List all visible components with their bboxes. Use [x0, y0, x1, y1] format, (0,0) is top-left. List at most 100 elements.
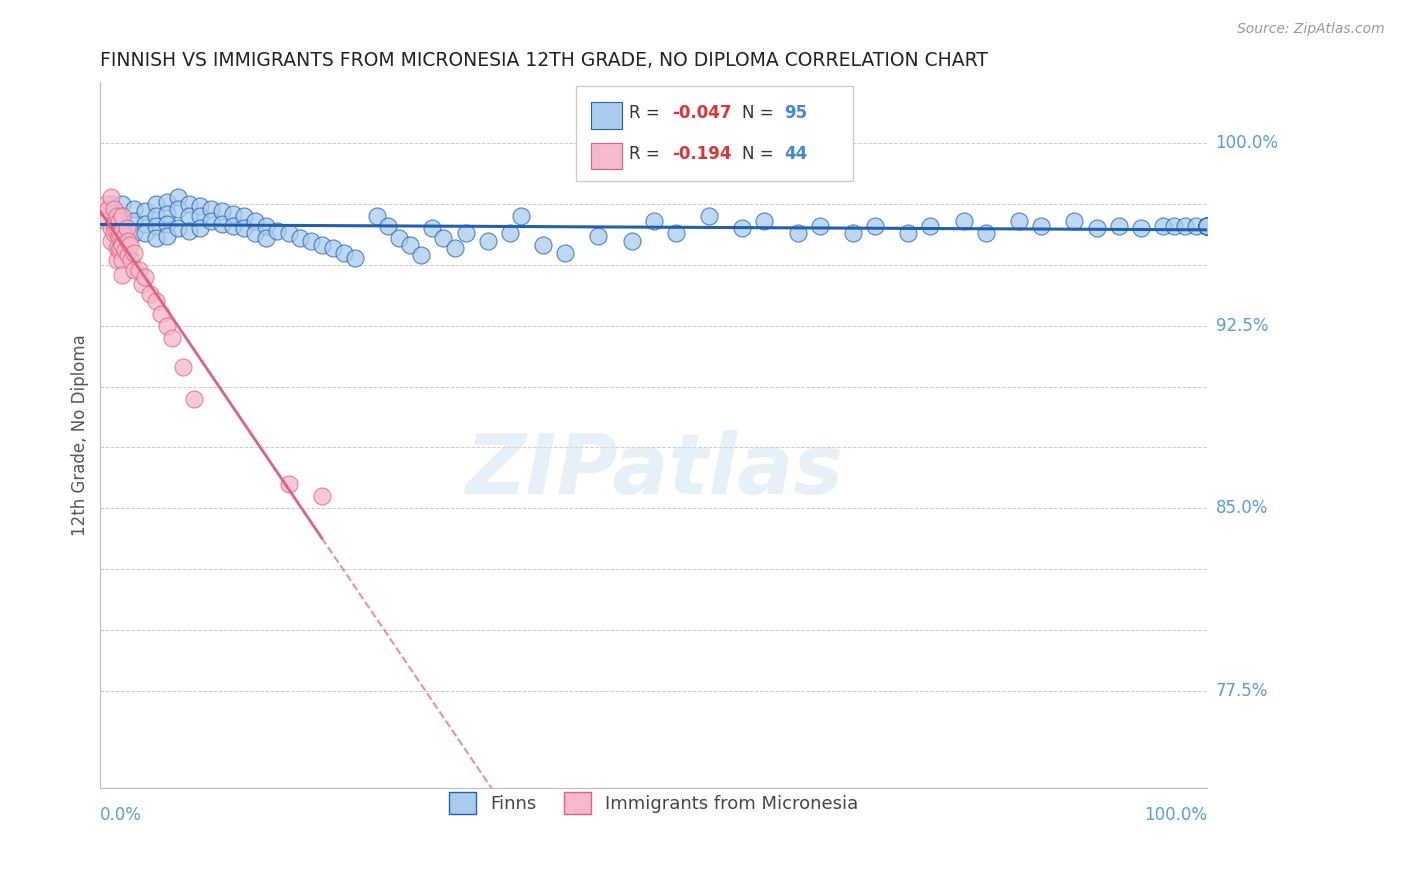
FancyBboxPatch shape — [576, 86, 853, 181]
Point — [266, 224, 288, 238]
Text: 92.5%: 92.5% — [1216, 317, 1268, 334]
Point — [1197, 219, 1219, 233]
Point — [97, 202, 120, 216]
Point — [808, 219, 831, 233]
Point — [311, 489, 333, 503]
Point — [222, 219, 245, 233]
Point — [920, 219, 942, 233]
Point — [588, 228, 610, 243]
Y-axis label: 12th Grade, No Diploma: 12th Grade, No Diploma — [72, 334, 89, 536]
Point — [620, 234, 643, 248]
Point — [120, 253, 142, 268]
Point — [134, 217, 156, 231]
Point — [211, 204, 233, 219]
Point — [697, 209, 720, 223]
Point — [115, 221, 138, 235]
Point — [94, 197, 117, 211]
Point — [952, 214, 974, 228]
Legend: Finns, Immigrants from Micronesia: Finns, Immigrants from Micronesia — [441, 785, 866, 822]
Point — [103, 202, 125, 216]
Point — [100, 190, 122, 204]
Text: 85.0%: 85.0% — [1216, 500, 1268, 517]
Point — [531, 238, 554, 252]
Point — [1197, 219, 1219, 233]
Point — [233, 221, 256, 235]
Point — [211, 217, 233, 231]
Point — [103, 227, 125, 241]
Point — [177, 197, 200, 211]
Point — [166, 221, 188, 235]
Point — [422, 221, 444, 235]
Point — [288, 231, 311, 245]
Point — [150, 307, 173, 321]
Point — [863, 219, 886, 233]
Point — [122, 262, 145, 277]
Point — [1197, 219, 1219, 233]
Point — [105, 227, 128, 241]
Text: ZIPatlas: ZIPatlas — [465, 430, 842, 511]
Point — [477, 234, 499, 248]
Text: N =: N = — [742, 104, 779, 122]
FancyBboxPatch shape — [591, 143, 621, 169]
Text: 100.0%: 100.0% — [1216, 134, 1278, 153]
Point — [122, 227, 145, 241]
Point — [117, 248, 139, 262]
Point — [156, 318, 179, 333]
Point — [117, 234, 139, 248]
Point — [145, 197, 167, 211]
Point — [443, 241, 465, 255]
Point — [188, 221, 211, 235]
Point — [156, 194, 179, 209]
Point — [1063, 214, 1085, 228]
Point — [322, 241, 344, 255]
Text: Source: ZipAtlas.com: Source: ZipAtlas.com — [1237, 22, 1385, 37]
Point — [111, 217, 134, 231]
Point — [299, 234, 322, 248]
Point — [110, 227, 132, 241]
Point — [114, 244, 136, 258]
Point — [111, 197, 134, 211]
Point — [974, 227, 997, 241]
Point — [156, 228, 179, 243]
Point — [111, 224, 134, 238]
Point — [105, 241, 128, 255]
Point — [131, 277, 153, 292]
Point — [134, 227, 156, 241]
Text: R =: R = — [630, 104, 665, 122]
Text: 0.0%: 0.0% — [100, 806, 142, 824]
Point — [188, 200, 211, 214]
Point — [842, 227, 865, 241]
Point — [111, 268, 134, 282]
Point — [100, 197, 122, 211]
Point — [139, 287, 162, 301]
Point — [105, 253, 128, 268]
Point — [1197, 219, 1219, 233]
Point — [110, 241, 132, 255]
Point — [166, 190, 188, 204]
Point — [454, 227, 477, 241]
Point — [111, 253, 134, 268]
Point — [111, 209, 134, 223]
Point — [277, 477, 299, 491]
Point — [1152, 219, 1174, 233]
Point — [786, 227, 808, 241]
Point — [128, 262, 150, 277]
Point — [172, 360, 194, 375]
Point — [100, 221, 122, 235]
Point — [665, 227, 688, 241]
Point — [111, 238, 134, 252]
Point — [108, 214, 131, 228]
Text: 95: 95 — [785, 104, 807, 122]
Point — [122, 202, 145, 216]
Text: 77.5%: 77.5% — [1216, 682, 1268, 700]
Point — [411, 248, 433, 262]
Point — [145, 231, 167, 245]
Point — [432, 231, 454, 245]
Point — [1174, 219, 1197, 233]
Point — [643, 214, 665, 228]
Point — [114, 228, 136, 243]
Point — [1185, 219, 1208, 233]
Point — [122, 245, 145, 260]
Point — [108, 228, 131, 243]
Point — [134, 270, 156, 285]
